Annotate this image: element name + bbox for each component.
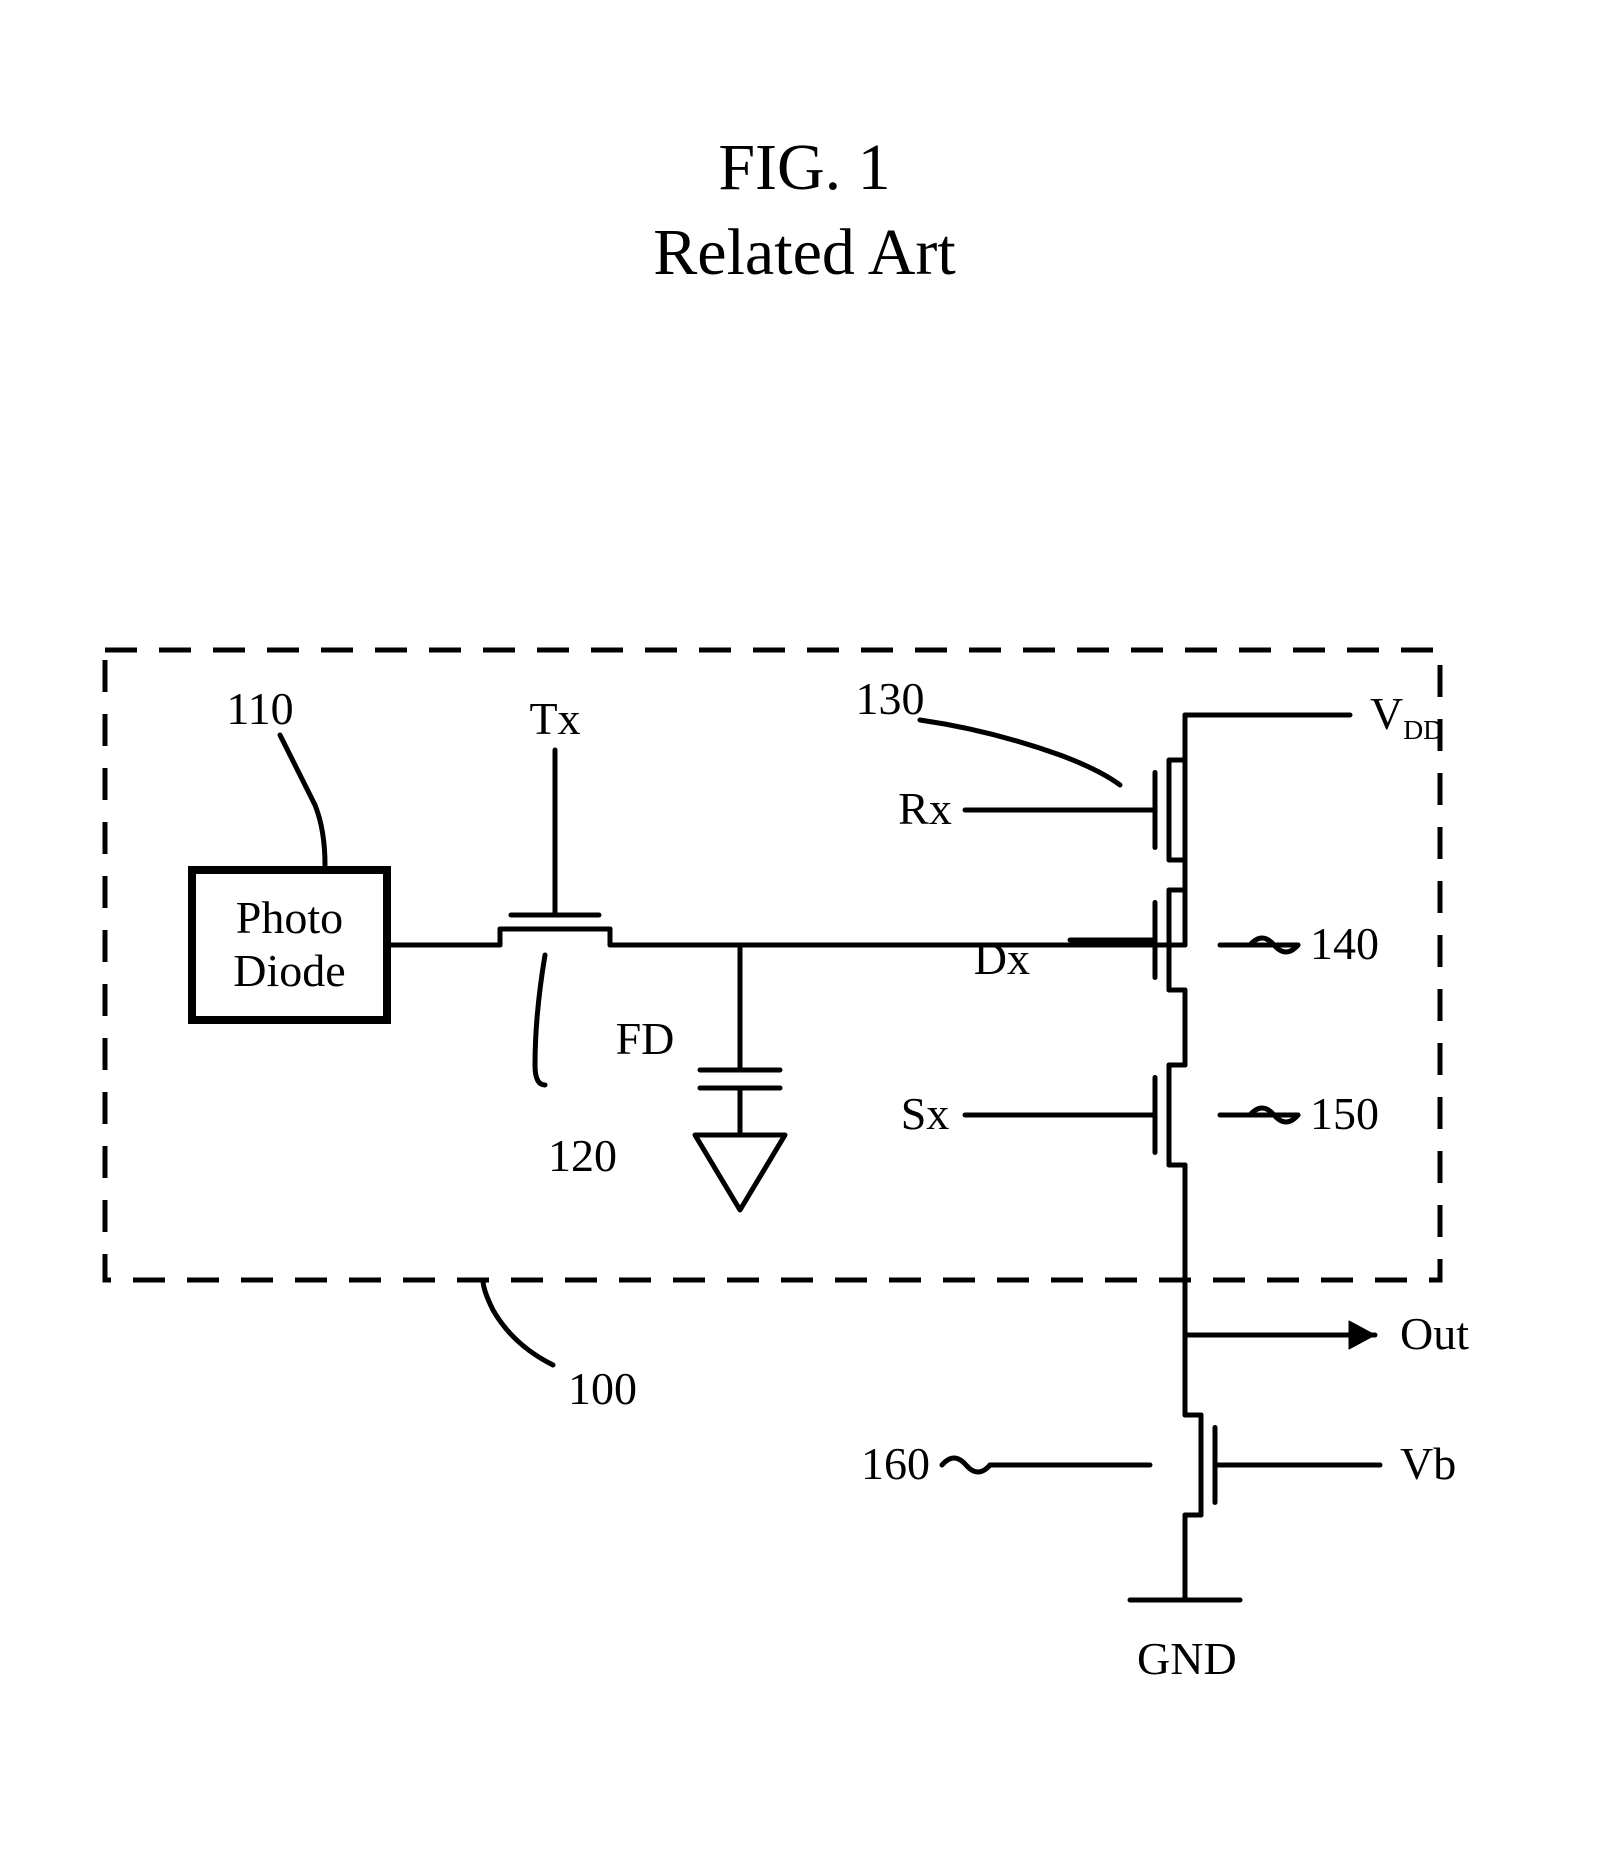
ref-100: 100 bbox=[568, 1362, 637, 1415]
label-vb: Vb bbox=[1400, 1437, 1456, 1490]
label-gnd: GND bbox=[1137, 1632, 1237, 1685]
label-dx: Dx bbox=[974, 932, 1030, 985]
label-tx: Tx bbox=[529, 692, 580, 745]
label-sx: Sx bbox=[901, 1087, 950, 1140]
ref-150: 150 bbox=[1310, 1087, 1379, 1140]
label-fd: FD bbox=[616, 1012, 675, 1065]
ref-110: 110 bbox=[226, 682, 293, 735]
ref-130: 130 bbox=[856, 672, 925, 725]
label-rx: Rx bbox=[898, 782, 952, 835]
label-vdd: VDD bbox=[1370, 687, 1443, 746]
label-photo-diode: PhotoDiode bbox=[233, 892, 345, 998]
label-out: Out bbox=[1400, 1307, 1469, 1360]
ref-120: 120 bbox=[548, 1129, 617, 1182]
ref-160: 160 bbox=[861, 1437, 930, 1490]
ref-140: 140 bbox=[1310, 917, 1379, 970]
